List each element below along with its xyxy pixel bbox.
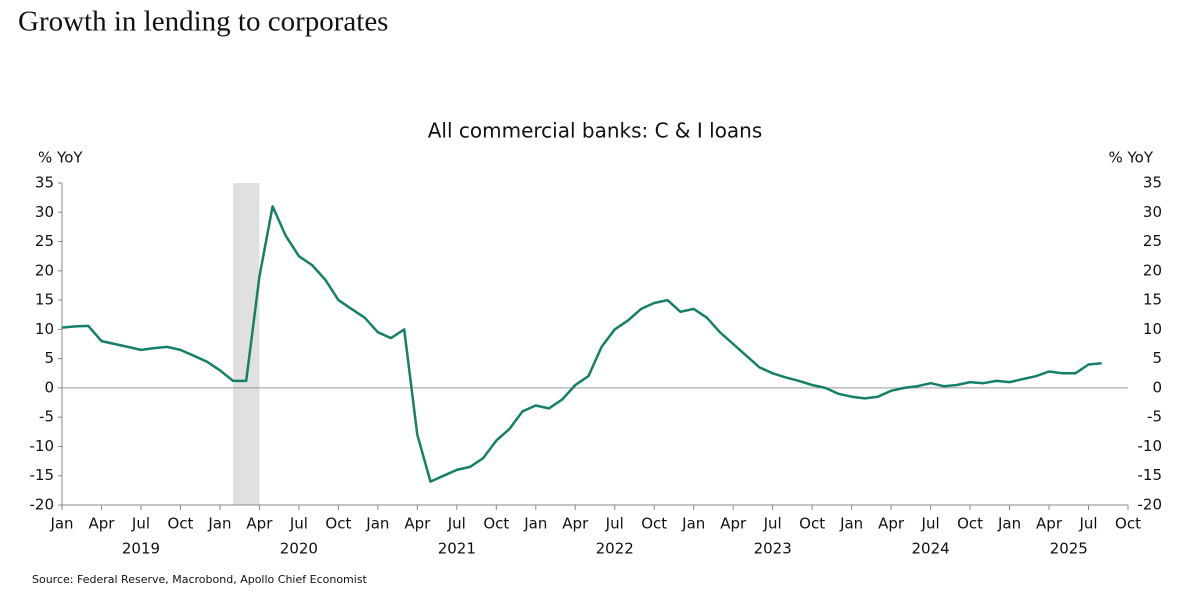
y-tick-label: 5 [44,349,54,367]
x-tick-label: Jul [605,515,624,533]
x-tick-label: Jan [365,515,389,533]
chart-subtitle: All commercial banks: C & I loans [428,119,763,143]
x-tick-label: Jan [997,515,1021,533]
data-line [61,205,1102,483]
y-tick-label: 20 [35,261,54,279]
x-tick-label: Jul [763,515,782,533]
y2-tick-label: 15 [1143,291,1162,309]
x-tick-label: Oct [325,515,351,533]
x-tick-label: Apr [720,515,747,533]
y-tick-label: 25 [35,232,54,250]
x-tick-label: Jan [681,515,705,533]
x-tick-label: Jul [1078,515,1097,533]
recession-band [233,183,260,505]
x-tick-label: Oct [957,515,983,533]
x-tick-label: Oct [483,515,509,533]
y-tick-label: -10 [30,437,55,455]
x-tick-label: Jan [523,515,547,533]
x-tick-label: Jul [447,515,466,533]
source-note: Source: Federal Reserve, Macrobond, Apol… [32,573,368,586]
x-tick-label: Jul [289,515,308,533]
y-tick-label: 30 [35,203,54,221]
y2-tick-label: 20 [1143,261,1162,279]
year-label: 2020 [280,540,318,558]
x-tick-label: Oct [799,515,825,533]
y-tick-label: 0 [44,378,54,396]
y-tick-label: -20 [30,496,55,514]
y-axis-label: % YoY [38,149,83,167]
y2-tick-label: -20 [1138,496,1163,514]
y2-tick-label: -10 [1138,437,1163,455]
year-label: 2023 [754,540,792,558]
year-label: 2024 [911,540,949,558]
x-tick-label: Jan [49,515,73,533]
y2-tick-label: -15 [1138,466,1163,484]
x-tick-label: Jul [131,515,150,533]
y2-tick-label: 0 [1152,378,1162,396]
x-tick-label: Apr [246,515,273,533]
y-tick-label: 35 [35,174,54,192]
year-label: 2019 [122,540,160,558]
x-tick-label: Apr [1036,515,1063,533]
x-tick-label: Jul [921,515,940,533]
x-tick-label: Apr [562,515,589,533]
x-tick-label: Jan [207,515,231,533]
x-tick-label: Oct [167,515,193,533]
y2-tick-label: 5 [1152,349,1162,367]
year-label: 2025 [1050,540,1088,558]
chart-title: Growth in lending to corporates [18,6,388,38]
x-tick-label: Jan [839,515,863,533]
y2-axis-label: % YoY [1108,149,1153,167]
x-tick-label: Oct [641,515,667,533]
year-label: 2022 [596,540,634,558]
x-tick-label: Oct [1115,515,1141,533]
y-tick-label: -5 [39,408,54,426]
y2-tick-label: 25 [1143,232,1162,250]
y-tick-label: 15 [35,291,54,309]
y-tick-label: 10 [35,320,54,338]
y-tick-label: -15 [30,466,55,484]
y2-tick-label: 35 [1143,174,1162,192]
x-tick-label: Apr [878,515,905,533]
x-tick-label: Apr [89,515,116,533]
y2-tick-label: 10 [1143,320,1162,338]
y2-tick-label: -5 [1147,408,1162,426]
x-tick-label: Apr [404,515,431,533]
y2-tick-label: 30 [1143,203,1162,221]
year-label: 2021 [438,540,476,558]
